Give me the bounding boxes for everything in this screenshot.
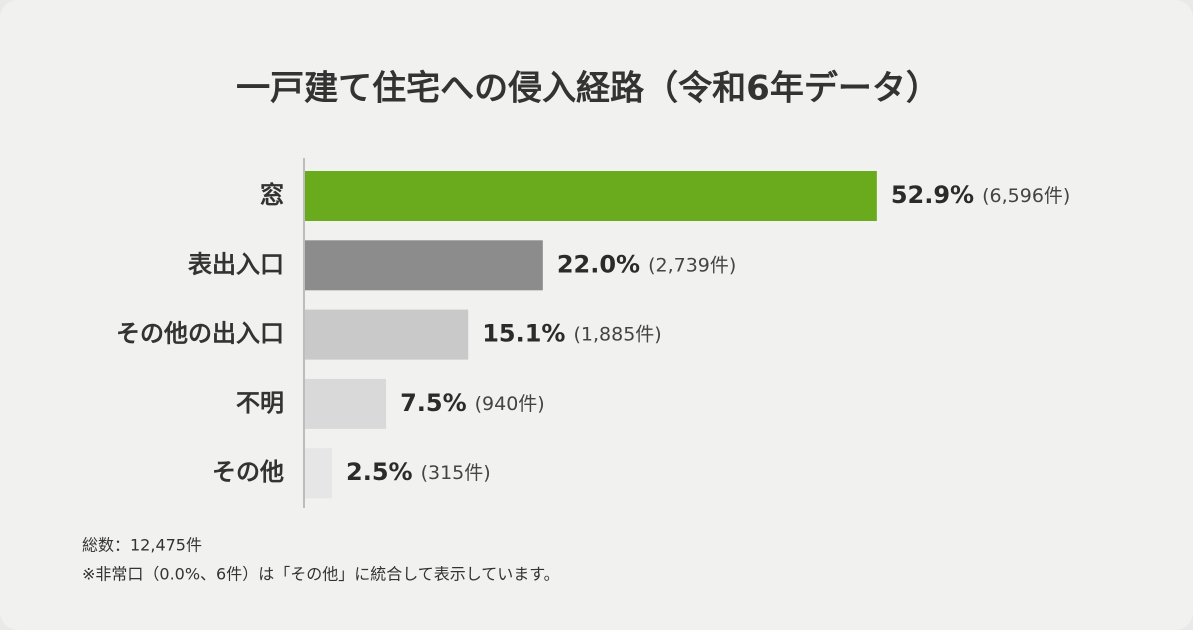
category-label: その他の出入口 (116, 320, 284, 348)
data-label: 7.5% (940件) (400, 389, 545, 417)
value-label: 15.1% (482, 320, 565, 348)
category-label: 表出入口 (188, 250, 284, 278)
data-label: 52.9% (6,596件) (891, 181, 1070, 209)
bar (305, 309, 469, 360)
bar (305, 448, 333, 499)
value-label: 7.5% (400, 389, 467, 417)
count-label: (1,885件) (573, 323, 661, 345)
count-label: (2,739件) (648, 254, 736, 276)
count-label: (940件) (475, 392, 545, 414)
value-label: 2.5% (346, 458, 413, 486)
value-label: 52.9% (891, 181, 974, 209)
data-label: 2.5% (315件) (346, 458, 491, 486)
category-label: その他 (212, 458, 284, 486)
category-label: 不明 (236, 389, 284, 417)
chart-title: 一戸建て住宅への侵入経路（令和6年データ） (236, 69, 940, 109)
note: 総数：12,475件 (82, 536, 202, 555)
value-label: 22.0% (557, 250, 640, 278)
category-label: 窓 (260, 181, 284, 209)
count-label: (6,596件) (982, 185, 1070, 207)
note: ※非常口（0.0%、6件）は「その他」に統合して表示しています。 (82, 565, 560, 584)
count-label: (315件) (421, 462, 491, 484)
data-label: 22.0% (2,739件) (557, 250, 736, 278)
data-label: 15.1% (1,885件) (482, 320, 661, 348)
bar (305, 171, 877, 221)
bar (305, 378, 387, 429)
bar (305, 240, 543, 291)
